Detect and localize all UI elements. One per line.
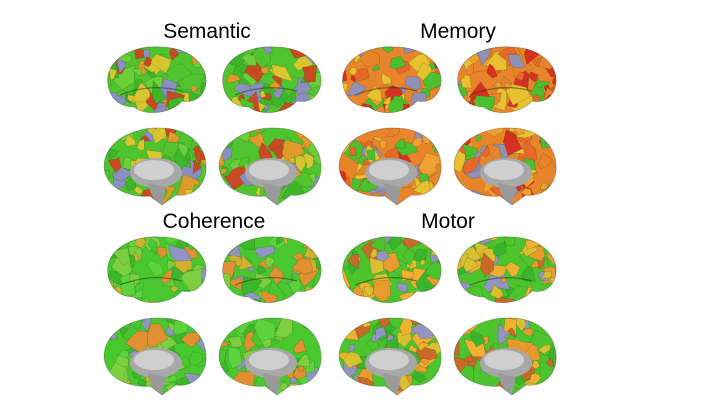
brain-lateral (107, 46, 207, 114)
brain-lateral (222, 236, 322, 304)
brain-lateral (457, 236, 557, 304)
brain-lateral (457, 46, 557, 114)
brain-medial (103, 127, 207, 206)
brain-lateral (222, 46, 322, 114)
brain-medial (453, 127, 557, 206)
brain-medial (453, 317, 557, 396)
panel-title: Coherence (163, 210, 266, 233)
brain-medial (338, 127, 442, 206)
brain-medial (338, 317, 442, 396)
brain-medial (218, 127, 322, 206)
brain-medial (103, 317, 207, 396)
brain-lateral (342, 46, 442, 114)
brain-lateral (107, 236, 207, 304)
panel-title: Motor (421, 210, 475, 233)
panel-title: Memory (420, 20, 496, 43)
panel-title: Semantic (163, 20, 251, 43)
brain-lateral (342, 236, 442, 304)
brain-medial (218, 317, 322, 396)
